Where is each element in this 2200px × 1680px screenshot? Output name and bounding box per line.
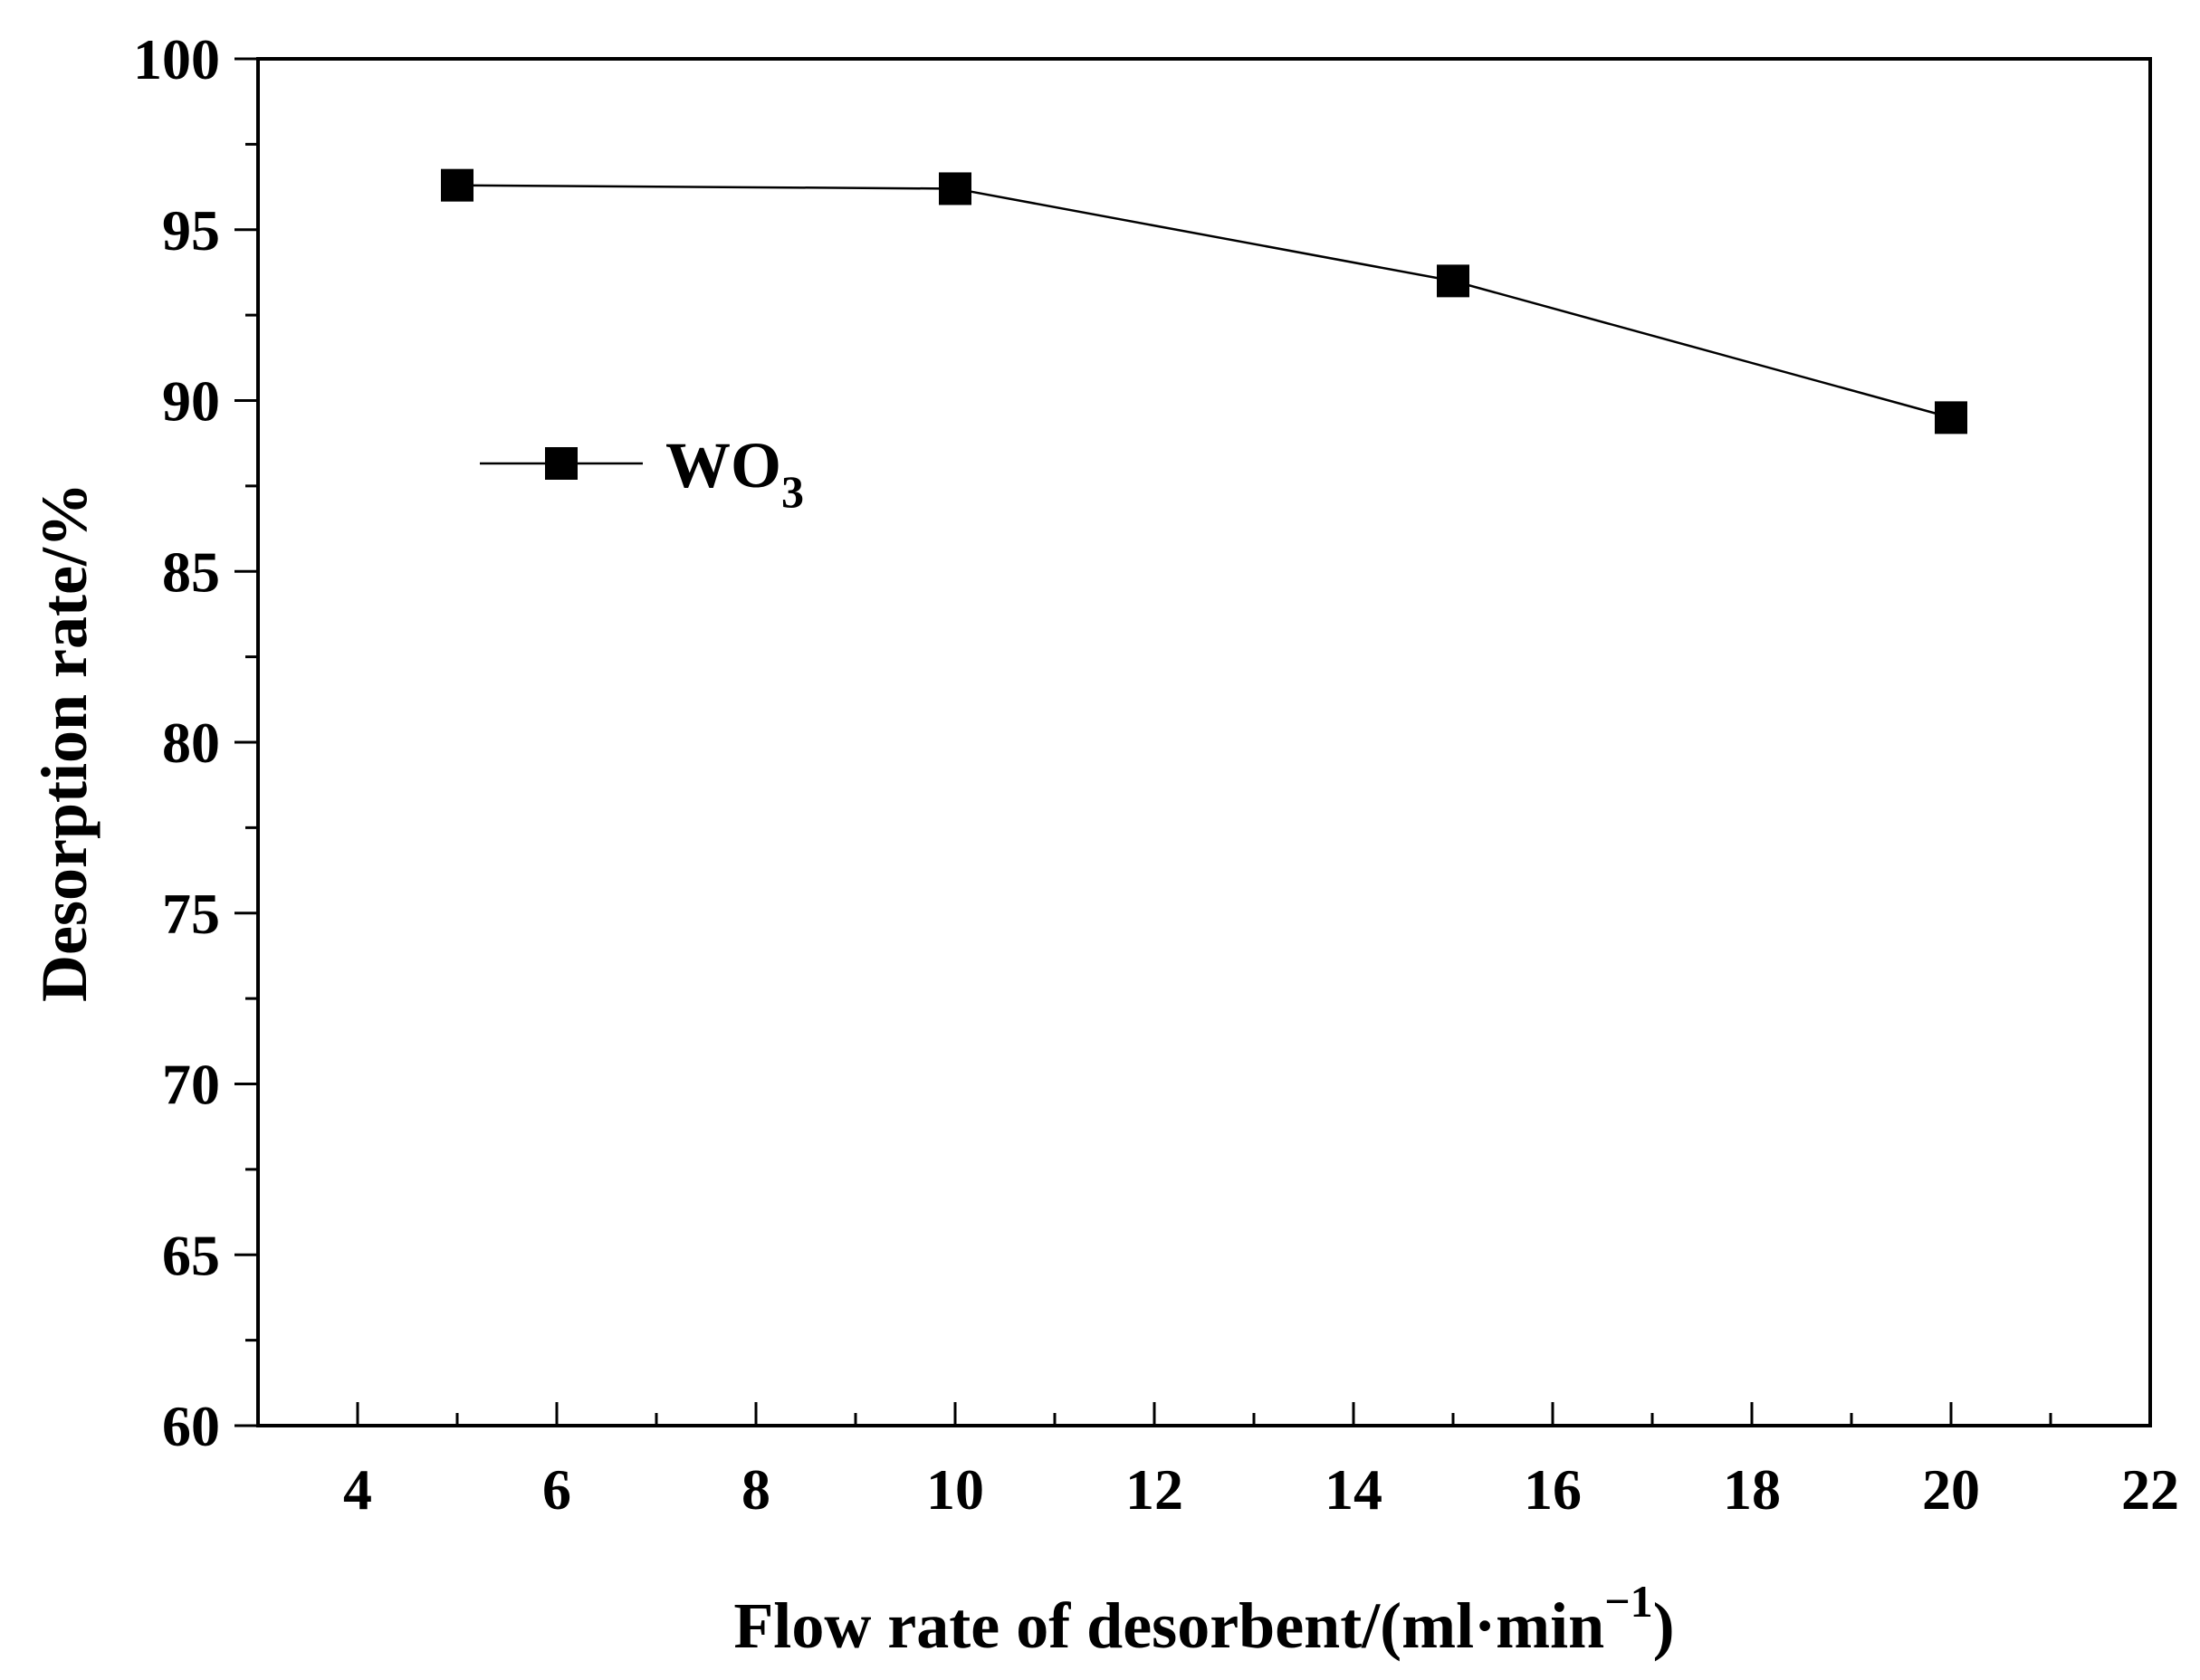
data-point: [1437, 264, 1469, 298]
y-tick-label: 70: [162, 1053, 220, 1117]
x-tick-label: 18: [1723, 1457, 1781, 1522]
x-axis-title-close: ): [1653, 1589, 1675, 1662]
y-axis-title: Desorption rate/%: [28, 482, 100, 1002]
legend-label-main: WO: [665, 429, 781, 501]
y-tick-label: 85: [162, 539, 220, 604]
data-point: [939, 172, 971, 205]
y-tick-label: 75: [162, 882, 220, 946]
y-tick-label: 65: [162, 1223, 220, 1287]
x-tick-label: 20: [1922, 1457, 1980, 1522]
y-tick-label: 60: [162, 1394, 220, 1458]
x-tick-label: 14: [1325, 1457, 1382, 1522]
x-tick-label: 8: [741, 1457, 770, 1522]
x-axis-title-sup: −1: [1604, 1576, 1653, 1627]
x-tick-labels: 4 6 8 10 12 14 16 18 20 22: [343, 1457, 2179, 1522]
x-tick-label: 6: [542, 1457, 571, 1522]
x-tick-label: 10: [926, 1457, 984, 1522]
plot-frame: [256, 57, 2152, 1427]
x-tick-label: 22: [2121, 1457, 2179, 1522]
x-tick-label: 4: [343, 1457, 372, 1522]
series-line: [456, 184, 1952, 419]
y-tick-labels: 60 65 70 75 80 85 90 95 100: [133, 27, 220, 1458]
series-lines: [456, 184, 1952, 419]
y-tick-label: 95: [162, 198, 220, 262]
x-axis-title: Flow rate of desorbent/(ml·min−1): [733, 1576, 1674, 1662]
legend: WO3: [480, 429, 804, 517]
x-tick-label: 12: [1125, 1457, 1183, 1522]
y-tick-label: 90: [162, 369, 220, 434]
legend-label-sub: 3: [781, 466, 804, 517]
x-axis-title-main: Flow rate of desorbent/(ml·min: [733, 1589, 1604, 1662]
data-point: [1935, 401, 1967, 434]
y-tick-label: 80: [162, 711, 220, 775]
axis-ticks: [234, 57, 2152, 1427]
legend-label: WO3: [665, 429, 804, 517]
legend-marker: [545, 447, 578, 480]
data-point: [441, 168, 473, 202]
y-tick-label: 100: [133, 27, 220, 91]
x-tick-label: 16: [1524, 1457, 1582, 1522]
series-points: [441, 168, 1967, 434]
